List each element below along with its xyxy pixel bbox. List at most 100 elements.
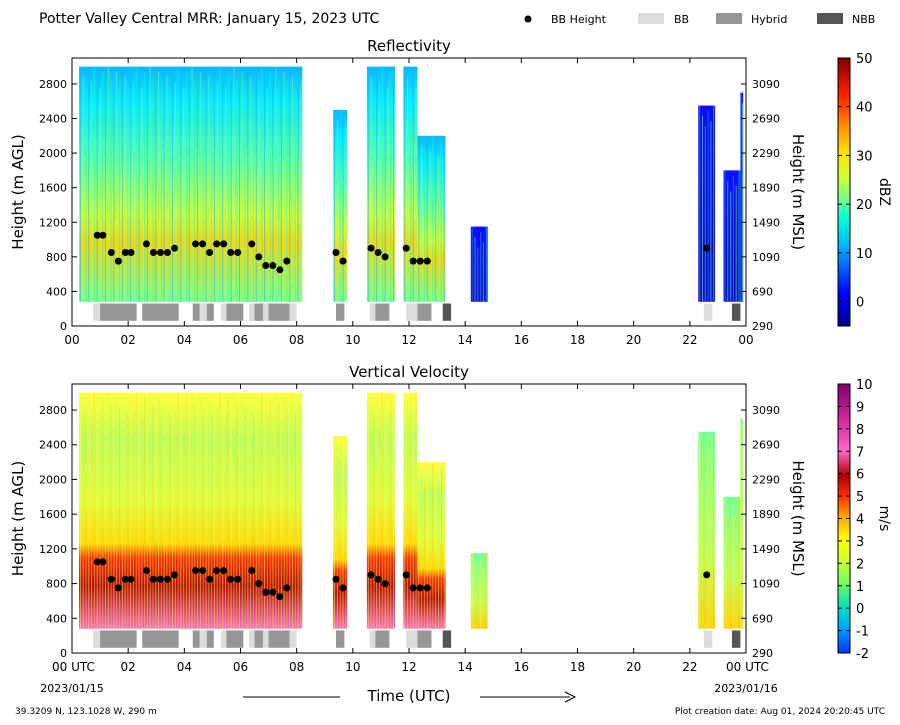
bb-classification-bar: [406, 630, 418, 648]
echo-column: [723, 170, 741, 302]
x-tick-label: 18: [570, 660, 585, 674]
bb-height-point: [227, 249, 235, 257]
bb-classification-bar: [703, 630, 713, 648]
bb-classification-bar: [268, 303, 290, 321]
bb-classification-bar: [442, 303, 452, 321]
bb-classification-bar: [142, 303, 179, 321]
bb-height-point: [416, 584, 424, 592]
y-axis-label: Height (m AGL): [9, 134, 27, 249]
reflectivity-panel: Reflectivity0400800120016002000240028002…: [9, 37, 892, 347]
colorbar-tick-label: -1: [856, 625, 869, 640]
bb-classification-bar: [703, 303, 713, 321]
y-tick-label: 400: [46, 285, 67, 298]
legend-label-bb: BB: [674, 13, 689, 26]
x-tick-label: 08: [289, 333, 304, 347]
colorbar: [837, 57, 851, 327]
bb-classification-bar: [335, 630, 345, 648]
y-axis-label: Height (m AGL): [9, 461, 27, 576]
colorbar-tick-label: 40: [856, 101, 873, 116]
bb-height-point: [703, 244, 711, 252]
y-tick-label: 2800: [39, 404, 67, 417]
y-tick-label-right: 2690: [752, 439, 780, 452]
bb-height-point: [206, 249, 214, 257]
colorbar-tick-label: 4: [856, 513, 864, 528]
bb-classification-bar: [220, 303, 227, 321]
y-tick-label: 1600: [39, 182, 67, 195]
bb-classification-bar: [417, 630, 432, 648]
bb-height-point: [107, 575, 115, 583]
bb-classification-bar: [406, 303, 418, 321]
x-tick-label: 00: [738, 333, 753, 347]
y-axis-label-right: Height (m MSL): [789, 134, 807, 250]
bb-height-point: [142, 240, 150, 248]
bb-height-point: [163, 575, 171, 583]
bb-height-point: [206, 575, 214, 583]
bb-classification-bar: [199, 630, 207, 648]
echo-column: [723, 496, 741, 629]
vertical-velocity-panel: Vertical Velocity04008001200160020002400…: [9, 363, 892, 674]
y-tick-label-right: 1890: [752, 508, 780, 521]
legend-swatch-hybrid: [716, 13, 742, 24]
bb-height-point: [99, 231, 107, 239]
y-tick-label-right: 2290: [752, 473, 780, 486]
y-tick-label-right: 690: [752, 285, 773, 298]
x-tick-label: 04: [177, 660, 192, 674]
x-tick-label: 00 UTC: [726, 660, 769, 674]
colorbar-tick-label: 9: [856, 400, 864, 415]
bb-height-point: [402, 571, 410, 579]
colorbar-tick-label: 3: [856, 535, 864, 550]
bb-height-point: [234, 249, 242, 257]
y-tick-label: 2400: [39, 113, 67, 126]
bb-classification-bar: [226, 303, 244, 321]
bb-classification-bar: [254, 303, 263, 321]
y-tick-label-right: 1490: [752, 216, 780, 229]
bb-classification-bar: [442, 630, 452, 648]
bb-height-point: [127, 575, 135, 583]
bb-height-point: [93, 231, 101, 239]
bb-height-point: [234, 575, 242, 583]
bb-height-point: [171, 571, 179, 579]
y-tick-label-right: 3090: [752, 404, 780, 417]
x-tick-label: 00 UTC: [52, 660, 95, 674]
bb-classification-bar: [375, 630, 390, 648]
bb-height-point: [367, 571, 375, 579]
x-tick-label: 06: [233, 333, 248, 347]
x-tick-label: 22: [682, 333, 697, 347]
x-tick-label: 04: [177, 333, 192, 347]
bb-height-point: [227, 575, 235, 583]
legend-label-nbb: NBB: [852, 13, 875, 26]
x-tick-label: 12: [401, 333, 416, 347]
bb-height-point: [149, 249, 157, 257]
y-tick-label: 1200: [39, 216, 67, 229]
bb-classification-bar: [93, 303, 101, 321]
bb-height-point: [409, 257, 417, 265]
x-tick-label: 02: [121, 333, 136, 347]
bb-height-point: [213, 240, 221, 248]
bb-height-point: [156, 575, 164, 583]
bb-classification-bar: [100, 630, 137, 648]
bb-height-point: [199, 567, 207, 575]
colorbar-tick-label: 10: [856, 378, 873, 393]
x-tick-label: 16: [514, 660, 529, 674]
bb-height-point: [423, 257, 431, 265]
bb-classification-bar: [417, 303, 432, 321]
bb-height-point: [332, 575, 340, 583]
bb-height-point: [192, 240, 200, 248]
bb-height-point: [127, 249, 135, 257]
bb-classification-bar: [192, 303, 200, 321]
bb-height-point: [374, 249, 382, 257]
bb-classification-bar: [248, 630, 255, 648]
bb-height-point: [276, 593, 284, 601]
bb-height-point: [269, 588, 277, 596]
colorbar-tick-label: 7: [856, 445, 864, 460]
bb-classification-bar: [262, 630, 269, 648]
bb-height-point: [402, 244, 410, 252]
bb-classification-bar: [142, 630, 179, 648]
colorbar-tick-label: 0: [856, 602, 864, 617]
x-tick-label: 00: [64, 333, 79, 347]
y-tick-label-right: 1490: [752, 543, 780, 556]
y-tick-label: 800: [46, 578, 67, 591]
bb-height-point: [255, 253, 263, 261]
bb-classification-bar: [100, 303, 137, 321]
